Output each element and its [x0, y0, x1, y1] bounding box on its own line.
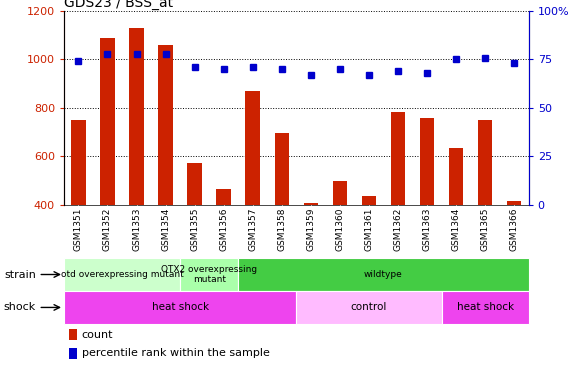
Text: GSM1352: GSM1352 [103, 208, 112, 251]
Bar [332, 181, 347, 205]
Text: GSM1357: GSM1357 [248, 208, 257, 251]
Bar [180, 258, 238, 291]
Bar [187, 163, 202, 205]
Bar [246, 91, 260, 205]
Bar [304, 202, 318, 205]
Text: GSM1359: GSM1359 [306, 208, 315, 251]
Bar [478, 120, 493, 205]
Bar [69, 348, 77, 359]
Text: otd overexpressing mutant: otd overexpressing mutant [60, 270, 184, 279]
Bar [69, 329, 77, 340]
Text: OTX2 overexpressing
mutant: OTX2 overexpressing mutant [161, 265, 257, 284]
Text: control: control [351, 302, 387, 313]
Bar [101, 38, 115, 205]
Bar [361, 197, 376, 205]
Text: percentile rank within the sample: percentile rank within the sample [81, 348, 270, 358]
Bar [64, 291, 296, 324]
Text: GSM1354: GSM1354 [161, 208, 170, 251]
Bar [442, 291, 529, 324]
Bar [507, 201, 522, 205]
Text: GSM1355: GSM1355 [190, 208, 199, 251]
Bar [71, 120, 86, 205]
Text: count: count [81, 330, 113, 340]
Bar [449, 148, 464, 205]
Bar [130, 28, 144, 205]
Text: GSM1361: GSM1361 [364, 208, 374, 251]
Text: GSM1351: GSM1351 [74, 208, 83, 251]
Bar [275, 134, 289, 205]
Text: strain: strain [4, 269, 36, 280]
Bar [158, 45, 173, 205]
Text: GSM1366: GSM1366 [510, 208, 519, 251]
Text: heat shock: heat shock [457, 302, 514, 313]
Text: GSM1353: GSM1353 [132, 208, 141, 251]
Text: shock: shock [3, 302, 36, 313]
Text: GSM1362: GSM1362 [393, 208, 403, 251]
Text: GSM1356: GSM1356 [219, 208, 228, 251]
Text: GSM1358: GSM1358 [277, 208, 286, 251]
Bar [217, 189, 231, 205]
Text: GSM1360: GSM1360 [335, 208, 345, 251]
Text: GDS23 / BSS_at: GDS23 / BSS_at [64, 0, 173, 10]
Bar [64, 258, 180, 291]
Text: wildtype: wildtype [364, 270, 403, 279]
Text: heat shock: heat shock [152, 302, 209, 313]
Text: GSM1365: GSM1365 [480, 208, 490, 251]
Bar [420, 118, 435, 205]
Bar [391, 112, 406, 205]
Text: GSM1363: GSM1363 [422, 208, 432, 251]
Bar [238, 258, 529, 291]
Bar [296, 291, 442, 324]
Text: GSM1364: GSM1364 [451, 208, 461, 251]
